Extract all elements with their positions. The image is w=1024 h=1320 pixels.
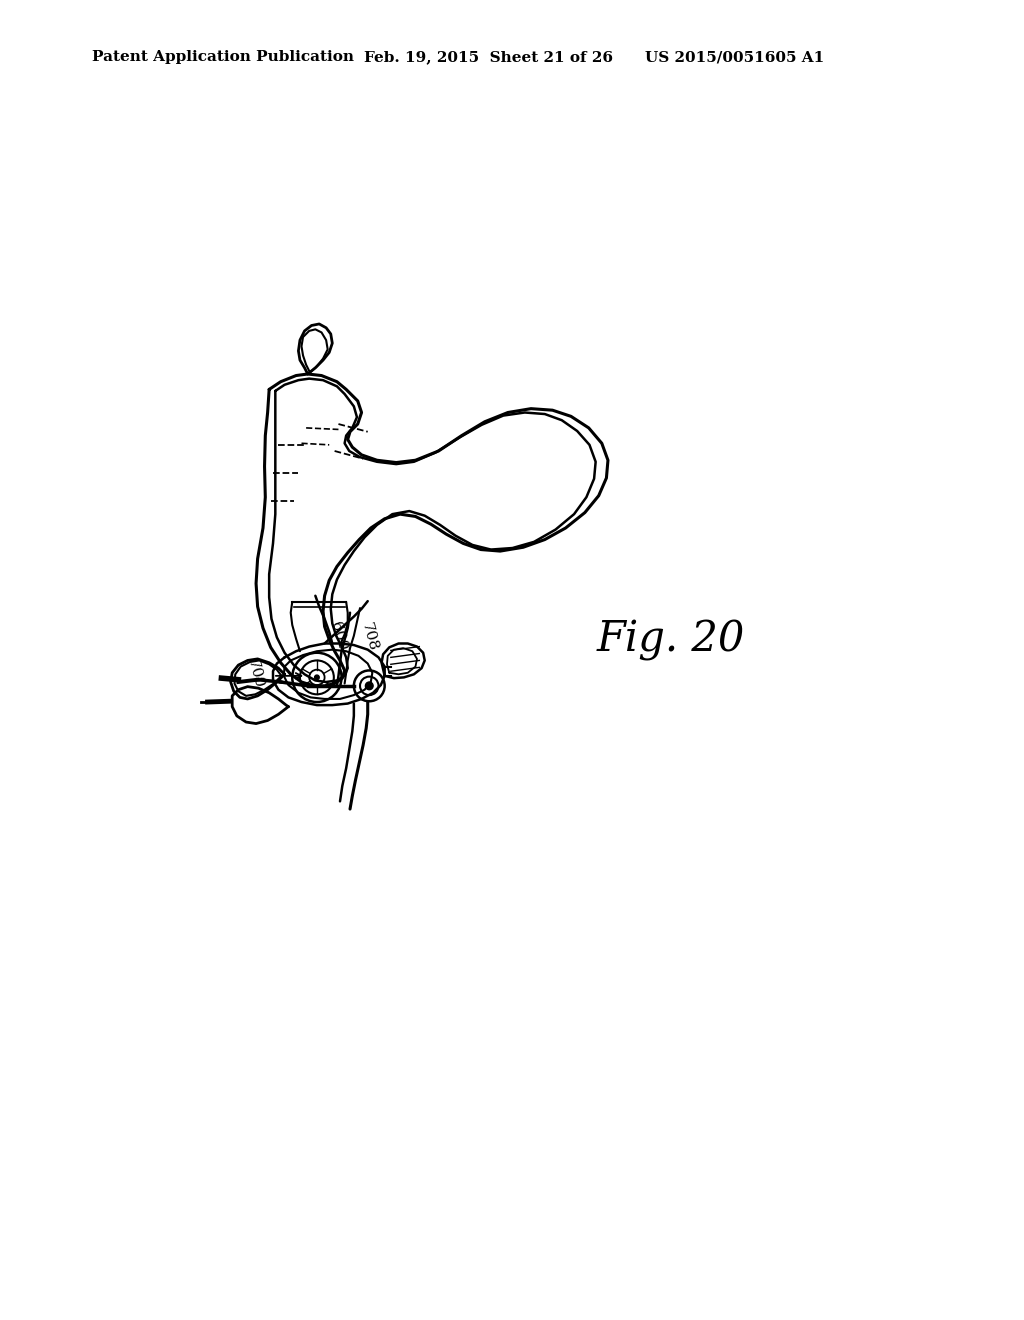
Text: Feb. 19, 2015  Sheet 21 of 26: Feb. 19, 2015 Sheet 21 of 26 (364, 50, 612, 65)
Text: Fig. 20: Fig. 20 (597, 619, 744, 661)
Circle shape (366, 682, 373, 690)
Text: US 2015/0051605 A1: US 2015/0051605 A1 (645, 50, 824, 65)
Text: 600: 600 (328, 620, 349, 652)
Text: Patent Application Publication: Patent Application Publication (92, 50, 354, 65)
Text: 708: 708 (358, 622, 380, 653)
Text: 700: 700 (245, 659, 266, 690)
Circle shape (314, 675, 319, 680)
